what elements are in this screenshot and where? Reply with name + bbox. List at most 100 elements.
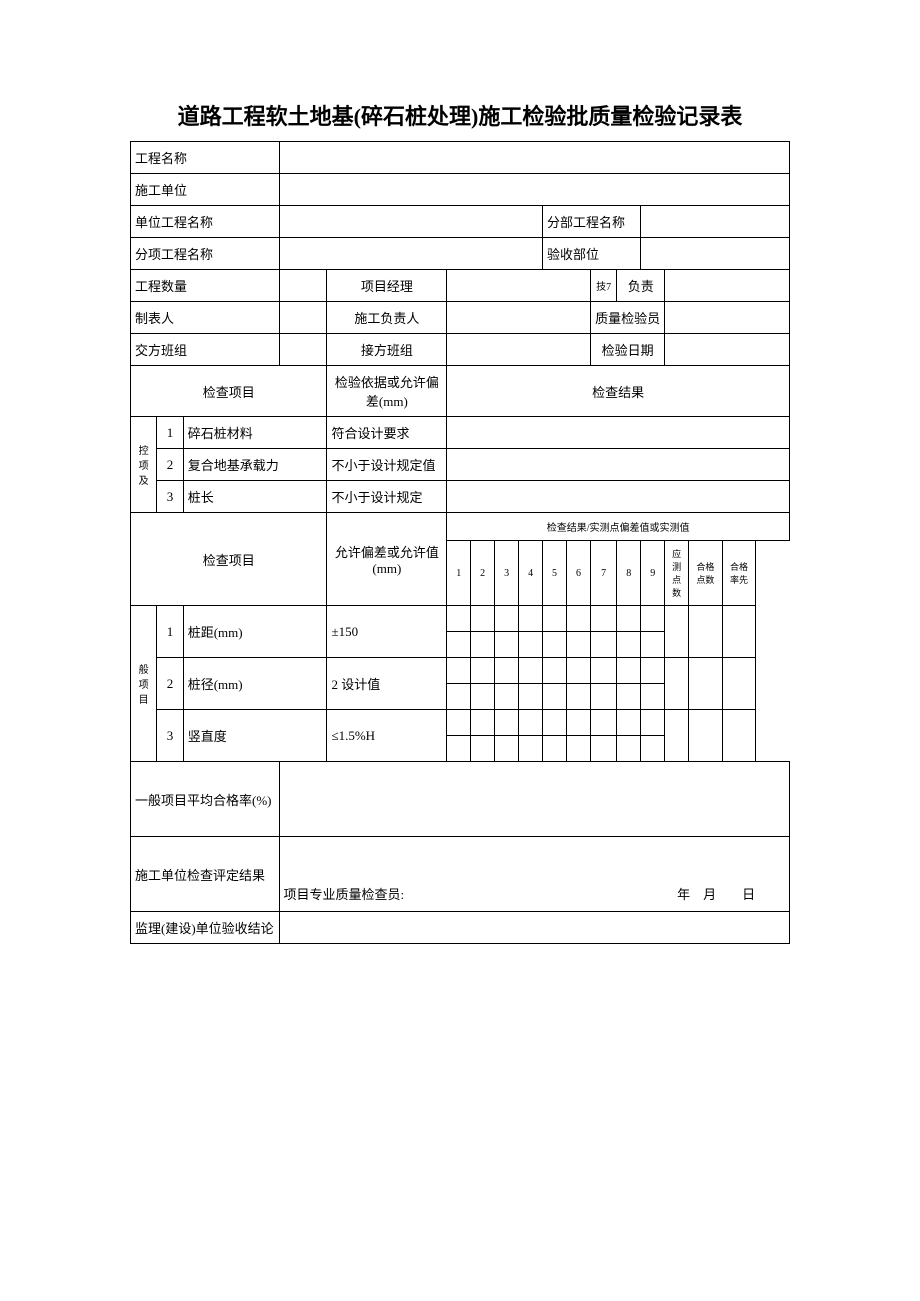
data-cell[interactable] <box>519 710 543 736</box>
field-construction-head[interactable] <box>447 302 591 334</box>
label-general-items: 般项目 <box>131 606 157 762</box>
data-cell[interactable] <box>447 632 471 658</box>
field-project-manager[interactable] <box>447 270 591 302</box>
data-cell[interactable] <box>590 710 616 736</box>
data-cell[interactable] <box>543 710 567 736</box>
data-cell[interactable] <box>519 632 543 658</box>
data-cell[interactable] <box>471 658 495 684</box>
field-preparer[interactable] <box>279 302 327 334</box>
data-cell[interactable] <box>495 710 519 736</box>
measured-2[interactable] <box>665 658 689 710</box>
field-sign-text[interactable]: 项目专业质量检查员: 年 月 日 <box>279 837 789 912</box>
data-cell[interactable] <box>567 684 591 710</box>
data-cell[interactable] <box>471 632 495 658</box>
data-cell[interactable] <box>447 736 471 762</box>
data-cell[interactable] <box>590 736 616 762</box>
data-cell[interactable] <box>519 658 543 684</box>
data-cell[interactable] <box>447 606 471 632</box>
field-branch-project-name[interactable] <box>641 206 790 238</box>
data-cell[interactable] <box>447 658 471 684</box>
label-check-result: 检查结果 <box>447 366 790 417</box>
data-cell[interactable] <box>495 606 519 632</box>
field-project-name[interactable] <box>279 142 789 174</box>
rate-3[interactable] <box>722 710 756 762</box>
measured-3[interactable] <box>665 710 689 762</box>
data-cell[interactable] <box>495 684 519 710</box>
label-project-manager: 项目经理 <box>327 270 447 302</box>
field-avg-pass-rate[interactable] <box>279 762 789 837</box>
label-check-item-2: 检查项目 <box>131 513 327 606</box>
data-cell[interactable] <box>590 632 616 658</box>
label-construction-unit: 施工单位 <box>131 174 280 206</box>
field-inspection-date[interactable] <box>665 334 790 366</box>
data-cell[interactable] <box>617 736 641 762</box>
col-qualified-points: 合格点数 <box>689 541 723 606</box>
field-acceptance-part[interactable] <box>641 238 790 270</box>
data-cell[interactable] <box>447 684 471 710</box>
data-cell[interactable] <box>543 606 567 632</box>
data-cell[interactable] <box>543 632 567 658</box>
qualified-1[interactable] <box>689 606 723 658</box>
data-cell[interactable] <box>471 684 495 710</box>
label-avg-pass-rate: 一般项目平均合格率(%) <box>131 762 280 837</box>
data-cell[interactable] <box>641 736 665 762</box>
main-item-result-3[interactable] <box>447 481 790 513</box>
main-item-basis-3: 不小于设计规定 <box>327 481 447 513</box>
data-cell[interactable] <box>567 606 591 632</box>
label-project-qty: 工程数量 <box>131 270 280 302</box>
rate-1[interactable] <box>722 606 756 658</box>
qualified-2[interactable] <box>689 658 723 710</box>
data-cell[interactable] <box>641 632 665 658</box>
data-cell[interactable] <box>641 658 665 684</box>
data-cell[interactable] <box>447 710 471 736</box>
field-quality-inspector[interactable] <box>665 302 790 334</box>
data-cell[interactable] <box>471 606 495 632</box>
field-construction-unit[interactable] <box>279 174 789 206</box>
data-cell[interactable] <box>567 658 591 684</box>
data-cell[interactable] <box>590 684 616 710</box>
field-deliver-team[interactable] <box>279 334 327 366</box>
main-item-result-1[interactable] <box>447 417 790 449</box>
data-cell[interactable] <box>543 684 567 710</box>
data-cell[interactable] <box>471 736 495 762</box>
data-cell[interactable] <box>543 736 567 762</box>
measured-1[interactable] <box>665 606 689 658</box>
field-responsible[interactable] <box>665 270 790 302</box>
data-cell[interactable] <box>590 606 616 632</box>
gen-item-name-1: 桩距(mm) <box>183 606 327 658</box>
data-cell[interactable] <box>567 736 591 762</box>
qualified-3[interactable] <box>689 710 723 762</box>
data-cell[interactable] <box>519 736 543 762</box>
main-item-result-2[interactable] <box>447 449 790 481</box>
data-cell[interactable] <box>567 632 591 658</box>
label-construction-eval: 施工单位检查评定结果 <box>131 837 280 912</box>
data-cell[interactable] <box>617 684 641 710</box>
data-cell[interactable] <box>641 710 665 736</box>
main-item-basis-2: 不小于设计规定值 <box>327 449 447 481</box>
data-cell[interactable] <box>641 684 665 710</box>
data-cell[interactable] <box>590 658 616 684</box>
field-supervisor-conclusion[interactable] <box>279 912 789 944</box>
data-cell[interactable] <box>567 710 591 736</box>
data-cell[interactable] <box>641 606 665 632</box>
data-cell[interactable] <box>617 632 641 658</box>
col-qualified-rate: 合格率先 <box>722 541 756 606</box>
data-cell[interactable] <box>495 658 519 684</box>
field-project-qty[interactable] <box>279 270 327 302</box>
data-cell[interactable] <box>519 684 543 710</box>
field-unit-project-name[interactable] <box>279 206 543 238</box>
data-cell[interactable] <box>471 710 495 736</box>
data-cell[interactable] <box>617 710 641 736</box>
rate-2[interactable] <box>722 658 756 710</box>
data-cell[interactable] <box>617 606 641 632</box>
field-receive-team[interactable] <box>447 334 591 366</box>
data-cell[interactable] <box>495 736 519 762</box>
data-cell[interactable] <box>495 632 519 658</box>
col-7: 7 <box>590 541 616 606</box>
data-cell[interactable] <box>543 658 567 684</box>
data-cell[interactable] <box>519 606 543 632</box>
label-tech7: 技7 <box>590 270 616 302</box>
data-cell[interactable] <box>617 658 641 684</box>
col-6: 6 <box>567 541 591 606</box>
field-item-project-name[interactable] <box>279 238 543 270</box>
